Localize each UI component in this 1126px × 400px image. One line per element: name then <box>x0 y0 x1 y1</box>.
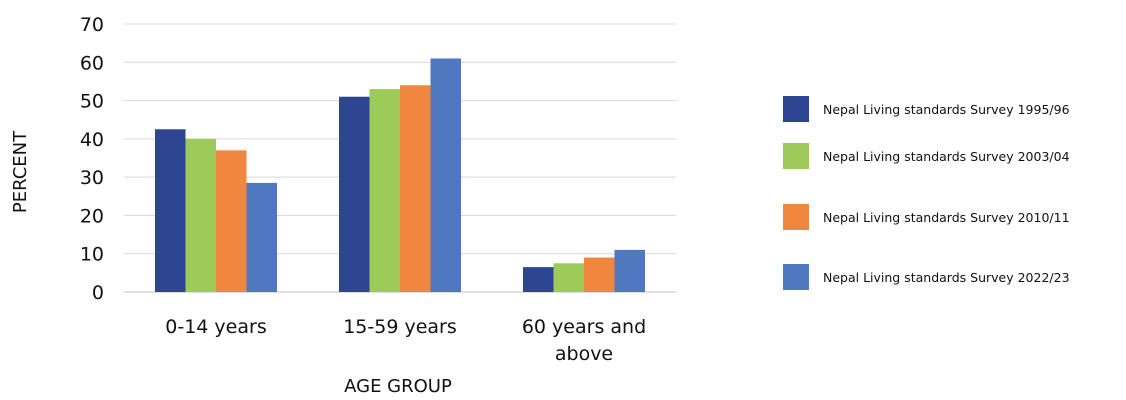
legend-label: Nepal Living standards Survey 2010/11 <box>823 210 1070 225</box>
legend-label: Nepal Living standards Survey 1995/96 <box>823 102 1070 117</box>
legend-label: Nepal Living standards Survey 2003/04 <box>823 149 1070 164</box>
y-tick-label: 60 <box>80 52 104 74</box>
x-tick-label: 15-59 years <box>343 316 457 338</box>
legend-swatch <box>783 143 809 169</box>
bar <box>553 263 584 292</box>
bar <box>185 138 216 292</box>
bar <box>155 129 186 292</box>
legend: Nepal Living standards Survey 1995/96 Nep… <box>783 96 1070 290</box>
x-tick-label: 60 years and <box>522 316 646 338</box>
legend-swatch <box>783 264 809 290</box>
y-tick-label: 0 <box>92 282 104 304</box>
y-tick-label: 10 <box>80 244 104 266</box>
bar <box>216 150 247 292</box>
x-axis-title: AGE GROUP <box>344 376 452 396</box>
legend-label: Nepal Living standards Survey 2022/23 <box>823 270 1070 285</box>
x-tick-label: 0-14 years <box>165 316 266 338</box>
bar <box>246 182 277 292</box>
y-tick-label: 70 <box>80 14 104 36</box>
bar <box>614 249 645 292</box>
y-tick-label: 20 <box>80 205 104 227</box>
legend-swatch <box>783 204 809 230</box>
y-tick-label: 40 <box>80 129 104 151</box>
x-tick-label: above <box>555 343 613 365</box>
bar <box>369 89 400 292</box>
bar <box>339 96 370 292</box>
bars <box>155 58 645 293</box>
bar <box>430 58 461 293</box>
axes: 0 10 20 30 40 50 60 70 0-14 years 15-59 years 60 y… <box>80 14 646 365</box>
y-axis-title: PERCENT <box>10 130 31 213</box>
y-tick-label: 50 <box>80 91 104 113</box>
bar <box>523 267 554 292</box>
bar <box>400 85 431 292</box>
y-tick-label: 30 <box>80 167 104 189</box>
bar <box>584 257 615 292</box>
legend-swatch <box>783 96 809 122</box>
